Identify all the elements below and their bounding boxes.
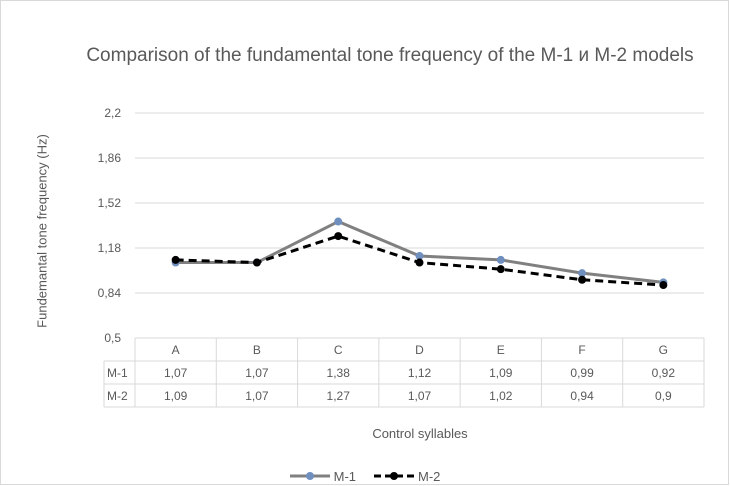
data-point-m-2: [578, 275, 587, 284]
x-tick-label: B: [253, 343, 261, 357]
y-tick-label: 2,2: [104, 106, 121, 120]
table-cell-value: 1,12: [408, 366, 432, 380]
table-cell-value: 1,09: [164, 389, 188, 403]
x-axis-label: Control syllables: [372, 426, 468, 441]
legend-swatch-m2: [374, 472, 414, 480]
data-point-m-2: [334, 232, 343, 241]
data-point-m-2: [496, 265, 505, 274]
table-cell-value: 0,9: [655, 389, 672, 403]
table-cell-value: 1,07: [164, 366, 188, 380]
table-cell-value: 1,38: [327, 366, 351, 380]
chart-title: Comparison of the fundamental tone frequ…: [86, 45, 694, 66]
x-tick-label: A: [172, 343, 180, 357]
table-cell-value: 1,09: [489, 366, 513, 380]
data-point-m-2: [252, 258, 261, 267]
table-cell-value: 1,27: [327, 389, 351, 403]
legend-label-m1: M-1: [333, 468, 356, 484]
y-tick-label: 0,84: [98, 286, 122, 300]
y-tick-label: 0,5: [104, 331, 121, 345]
x-tick-label: D: [415, 343, 424, 357]
x-tick-label: C: [334, 343, 343, 357]
table-cell-value: 1,07: [245, 389, 269, 403]
table-cell-value: 1,07: [245, 366, 269, 380]
table-series-label: M-1: [107, 366, 128, 380]
table-cell-value: 1,07: [408, 389, 432, 403]
gridlines: [135, 112, 704, 294]
legend-item-m2: M-2: [374, 469, 440, 484]
y-tick-label: 1,18: [98, 241, 122, 255]
legend-swatch-m1: [289, 472, 330, 480]
x-tick-label: E: [497, 343, 505, 357]
table-cell-value: 0,92: [652, 366, 676, 380]
data-point-m-2: [171, 255, 180, 264]
legend-item-m1: M-1: [289, 468, 356, 484]
data-table: A B C D E F G M-1 1,07 1,07 1,38 1,12 1,09 0,99 0,92 M-…: [103, 337, 705, 408]
data-point-m-2: [415, 258, 424, 267]
data-point-m-2: [659, 281, 668, 290]
x-tick-label: G: [659, 343, 668, 357]
data-point-m-1: [334, 217, 343, 226]
table-cell-value: 0,99: [570, 366, 594, 380]
legend-label-m2: M-2: [418, 468, 441, 484]
series-lines: [171, 217, 668, 290]
x-tick-label: F: [578, 343, 585, 357]
y-tick-labels: 0,5 0,84 1,18 1,52 1,86 2,2: [98, 106, 122, 345]
table-cell-value: 1,02: [489, 389, 513, 403]
data-point-m-1: [415, 251, 424, 260]
data-point-m-1: [496, 255, 505, 264]
table-cell-value: 0,94: [570, 389, 594, 403]
y-tick-label: 1,86: [98, 151, 122, 165]
y-tick-label: 1,52: [98, 196, 122, 210]
legend: M-1 M-2: [0, 468, 730, 484]
data-point-m-1: [578, 269, 587, 278]
table-series-label: M-2: [107, 389, 128, 403]
